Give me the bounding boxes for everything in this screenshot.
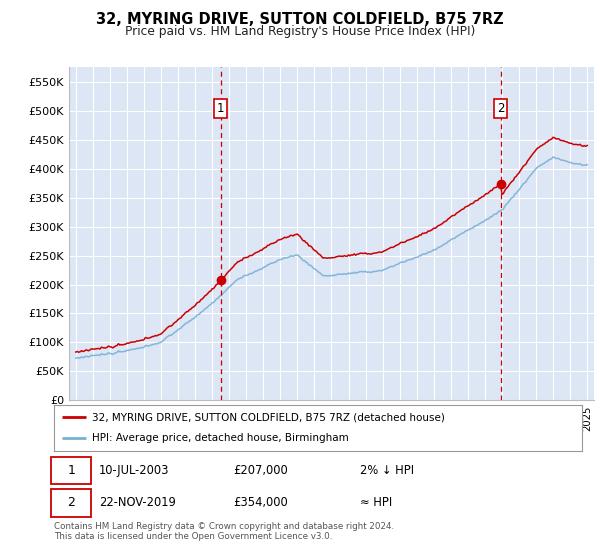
Text: 2: 2 — [67, 497, 75, 510]
Text: Contains HM Land Registry data © Crown copyright and database right 2024.: Contains HM Land Registry data © Crown c… — [54, 522, 394, 531]
Text: 1: 1 — [67, 464, 75, 477]
Text: This data is licensed under the Open Government Licence v3.0.: This data is licensed under the Open Gov… — [54, 532, 332, 541]
FancyBboxPatch shape — [52, 489, 91, 517]
Text: £207,000: £207,000 — [233, 464, 288, 477]
Text: 1: 1 — [217, 102, 224, 115]
FancyBboxPatch shape — [52, 456, 91, 484]
Text: 22-NOV-2019: 22-NOV-2019 — [99, 497, 176, 510]
Text: £354,000: £354,000 — [233, 497, 288, 510]
Text: 10-JUL-2003: 10-JUL-2003 — [99, 464, 169, 477]
Text: 2% ↓ HPI: 2% ↓ HPI — [360, 464, 415, 477]
Text: 32, MYRING DRIVE, SUTTON COLDFIELD, B75 7RZ: 32, MYRING DRIVE, SUTTON COLDFIELD, B75 … — [96, 12, 504, 27]
Text: ≈ HPI: ≈ HPI — [360, 497, 392, 510]
Text: Price paid vs. HM Land Registry's House Price Index (HPI): Price paid vs. HM Land Registry's House … — [125, 25, 475, 38]
Text: HPI: Average price, detached house, Birmingham: HPI: Average price, detached house, Birm… — [92, 433, 349, 444]
Text: 32, MYRING DRIVE, SUTTON COLDFIELD, B75 7RZ (detached house): 32, MYRING DRIVE, SUTTON COLDFIELD, B75 … — [92, 412, 445, 422]
Text: 2: 2 — [497, 102, 504, 115]
